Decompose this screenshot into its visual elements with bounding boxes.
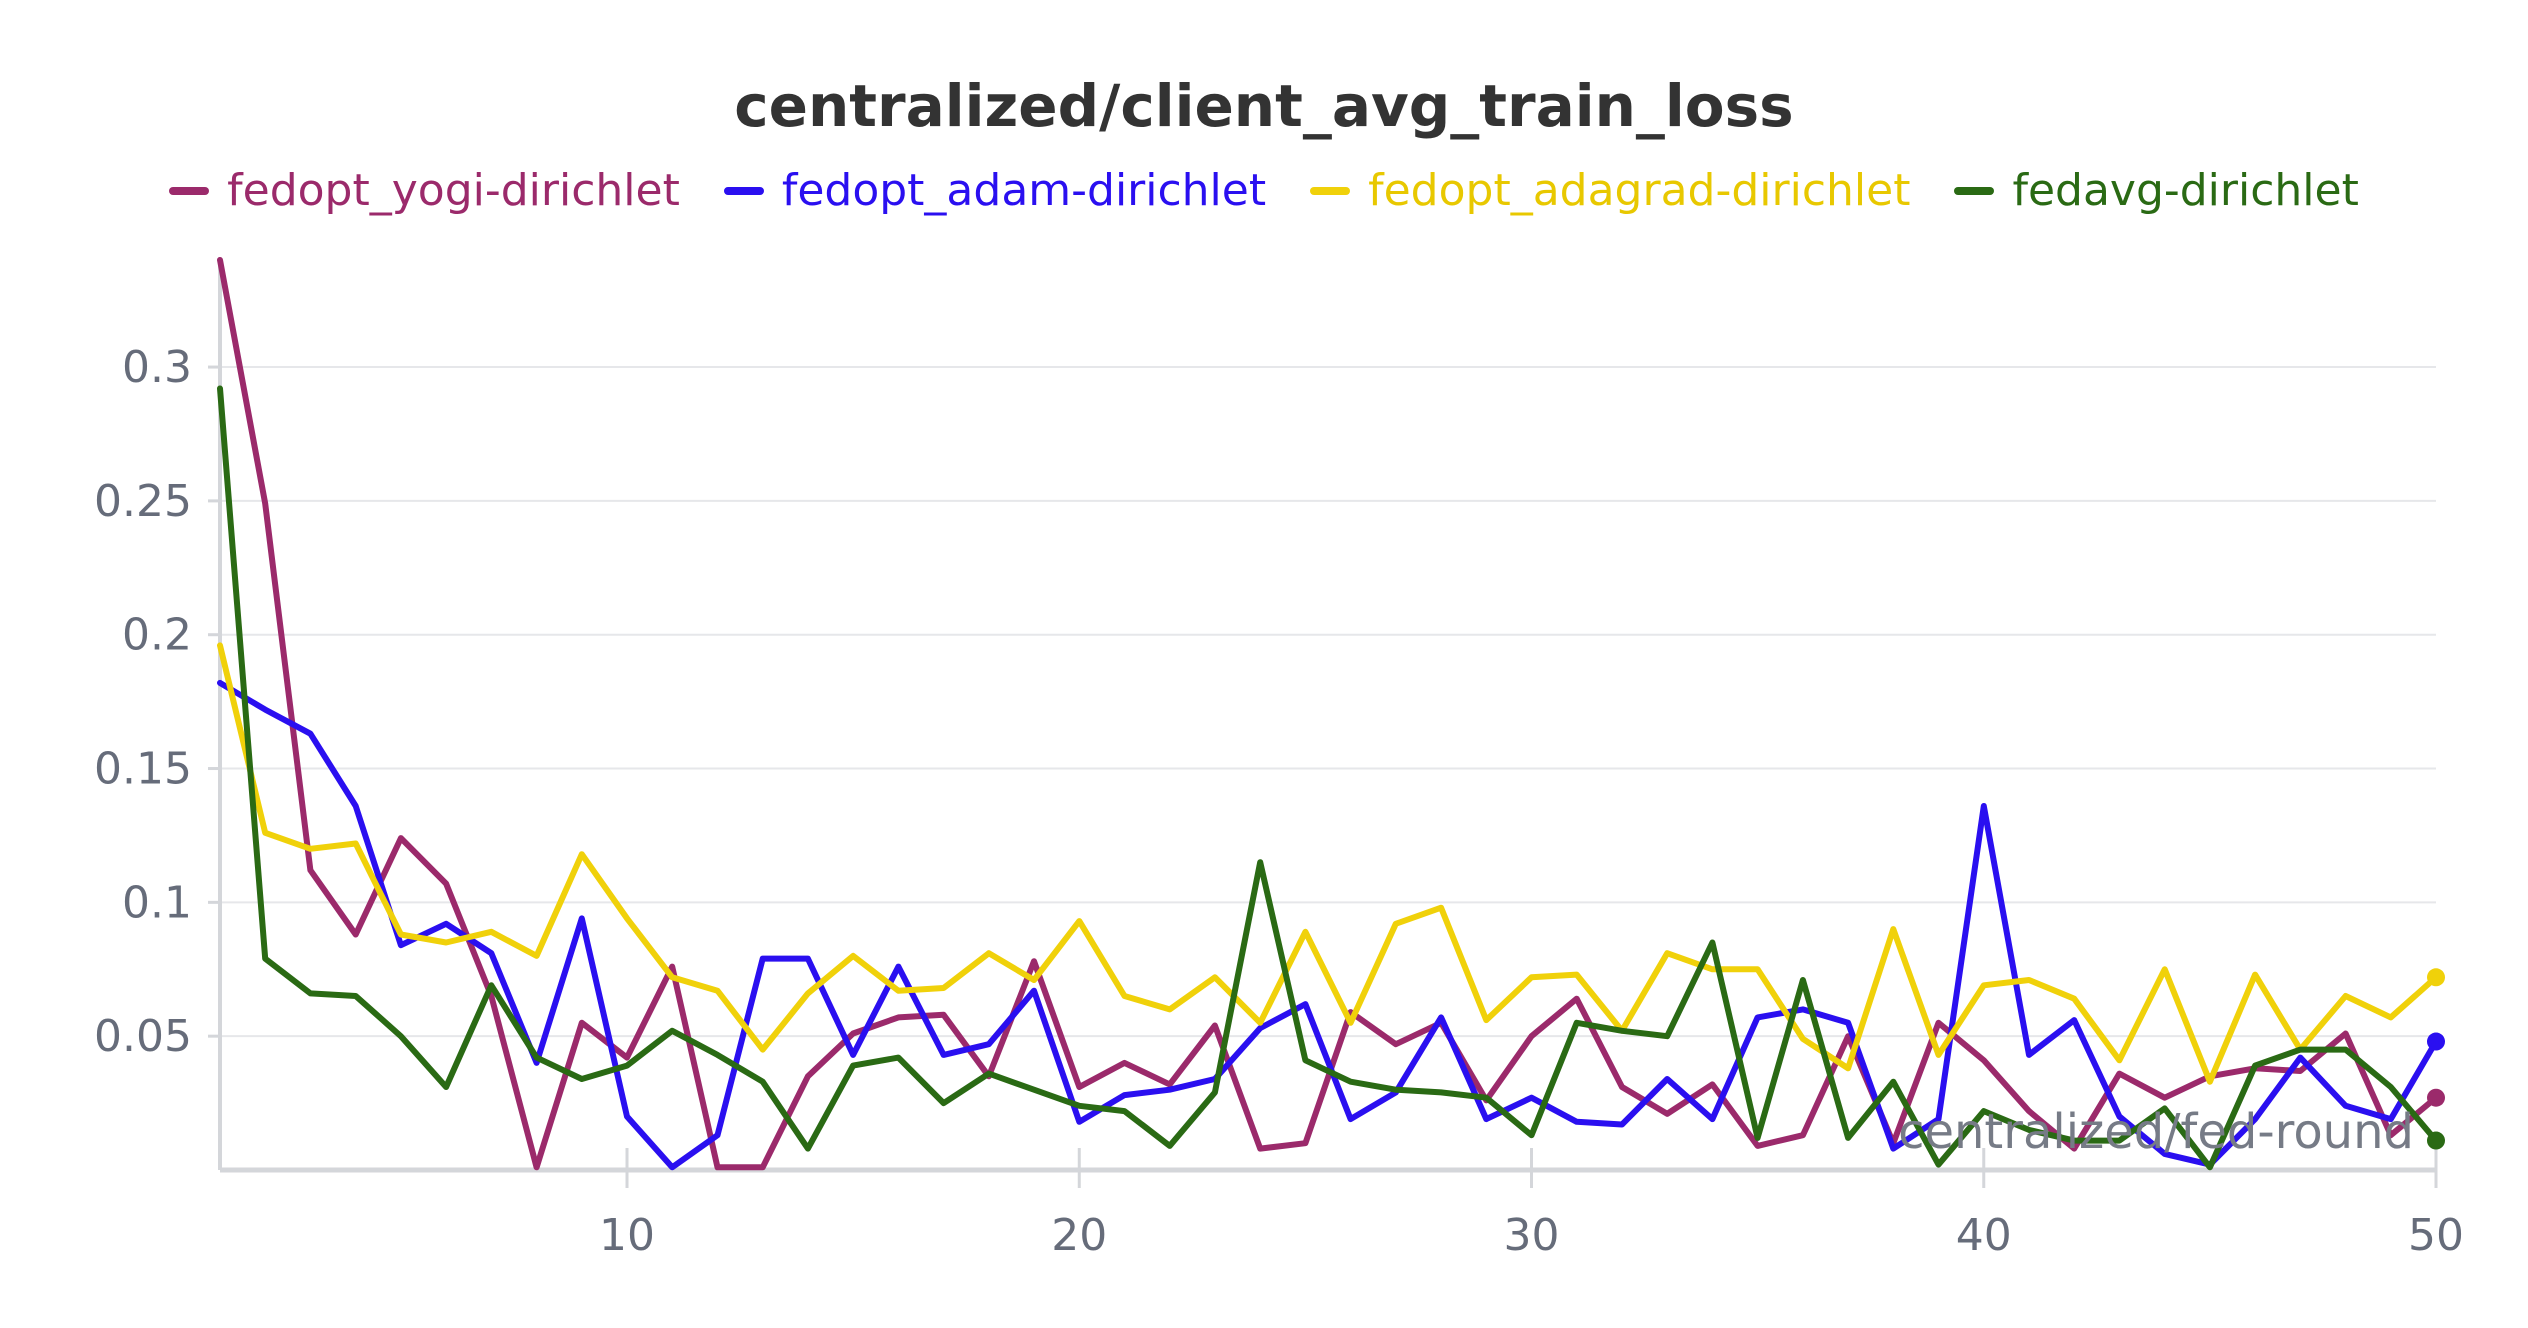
- legend-swatch-fedopt-adam: [723, 186, 764, 195]
- series-line-0: [217, 257, 2439, 1171]
- grid-layer: [220, 366, 2436, 1038]
- x-tick-label: 20: [1051, 1210, 1107, 1261]
- series-line-3: [217, 385, 2439, 1171]
- series-end-point-3: [2427, 1131, 2445, 1150]
- y-tick-label: 0.2: [122, 610, 192, 661]
- legend-item-fedopt-yogi[interactable]: fedopt_yogi-dirichlet: [169, 165, 680, 216]
- x-tick-label: 40: [1956, 1210, 2012, 1261]
- y-tick-label: 0.15: [94, 744, 192, 795]
- label-layer: 0.05 0.1 0.15 0.2 0.25 0.3 10 20 30 40 50 centraliz…: [94, 342, 2464, 1261]
- x-tick-label: 50: [2408, 1210, 2464, 1261]
- y-tick-label: 0.05: [94, 1011, 192, 1062]
- legend-label-fedopt-yogi: fedopt_yogi-dirichlet: [227, 165, 680, 216]
- x-tick-label: 10: [599, 1210, 655, 1261]
- legend-label-fedavg: fedavg-dirichlet: [2012, 165, 2359, 216]
- legend-label-fedopt-adam: fedopt_adam-dirichlet: [781, 165, 1267, 216]
- legend-swatch-fedavg: [1954, 186, 1995, 195]
- series-end-point-1: [2427, 1032, 2445, 1051]
- y-tick-label: 0.1: [122, 877, 192, 928]
- x-tick-label: 30: [1504, 1210, 1560, 1261]
- chart-title: centralized/client_avg_train_loss: [734, 72, 1794, 140]
- series-layer: [217, 257, 2445, 1171]
- legend-swatch-fedopt-adagrad: [1310, 186, 1351, 195]
- legend-item-fedopt-adam[interactable]: fedopt_adam-dirichlet: [723, 165, 1267, 216]
- x-axis-title: centralized/fed-round: [1898, 1104, 2414, 1160]
- legend-swatch-fedopt-yogi: [169, 186, 210, 195]
- legend: fedopt_yogi-dirichlet fedopt_adam-dirich…: [0, 165, 2528, 216]
- series-end-point-0: [2427, 1088, 2445, 1107]
- series-line-1: [217, 679, 2439, 1171]
- series-line-2: [217, 642, 2439, 1085]
- y-tick-label: 0.3: [122, 342, 192, 393]
- y-tick-label: 0.25: [94, 476, 192, 527]
- legend-item-fedavg[interactable]: fedavg-dirichlet: [1954, 165, 2359, 216]
- legend-item-fedopt-adagrad[interactable]: fedopt_adagrad-dirichlet: [1310, 165, 1910, 216]
- legend-label-fedopt-adagrad: fedopt_adagrad-dirichlet: [1368, 165, 1911, 216]
- series-end-point-2: [2427, 968, 2445, 987]
